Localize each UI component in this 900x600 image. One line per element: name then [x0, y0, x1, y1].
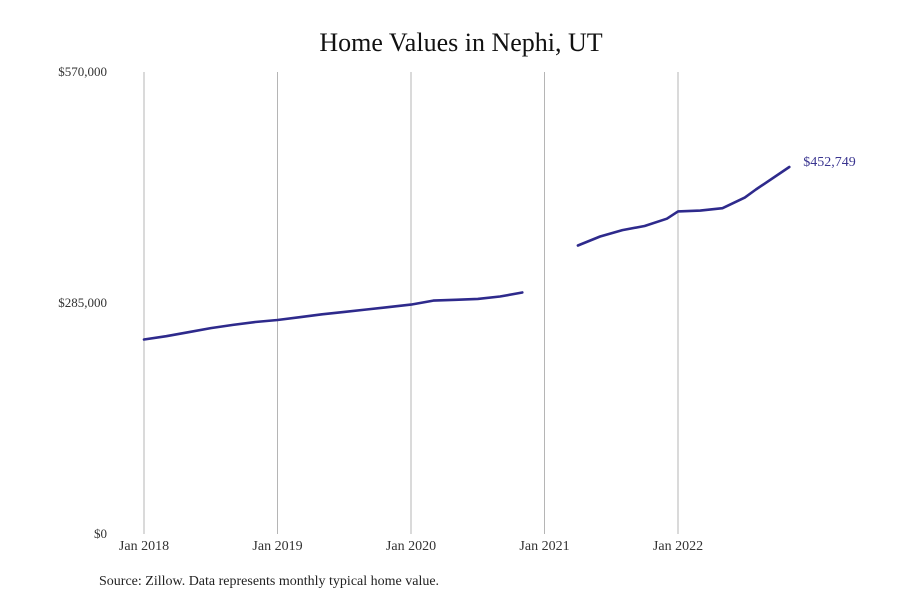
x-tick-label: Jan 2021 [519, 539, 569, 554]
x-tick-label: Jan 2022 [653, 539, 703, 554]
series-line-segment-1 [142, 291, 524, 341]
y-tick-label: $285,000 [58, 295, 107, 310]
x-tick-label: Jan 2019 [252, 539, 302, 554]
y-tick-label: $0 [94, 526, 107, 541]
chart-title: Home Values in Nephi, UT [319, 28, 602, 57]
y-tick-label: $570,000 [58, 64, 107, 79]
x-tick-label: Jan 2018 [119, 539, 169, 554]
source-note: Source: Zillow. Data represents monthly … [99, 574, 439, 589]
y-axis-labels: $0 $285,000 $570,000 [58, 64, 107, 541]
series-lines [142, 165, 791, 341]
x-tick-label: Jan 2020 [386, 539, 436, 554]
x-axis-labels: Jan 2018 Jan 2019 Jan 2020 Jan 2021 Jan 2022 [119, 539, 703, 554]
gridlines [143, 72, 679, 534]
end-value-label: $452,749 [803, 155, 856, 170]
series-line-segment-2 [576, 165, 791, 247]
